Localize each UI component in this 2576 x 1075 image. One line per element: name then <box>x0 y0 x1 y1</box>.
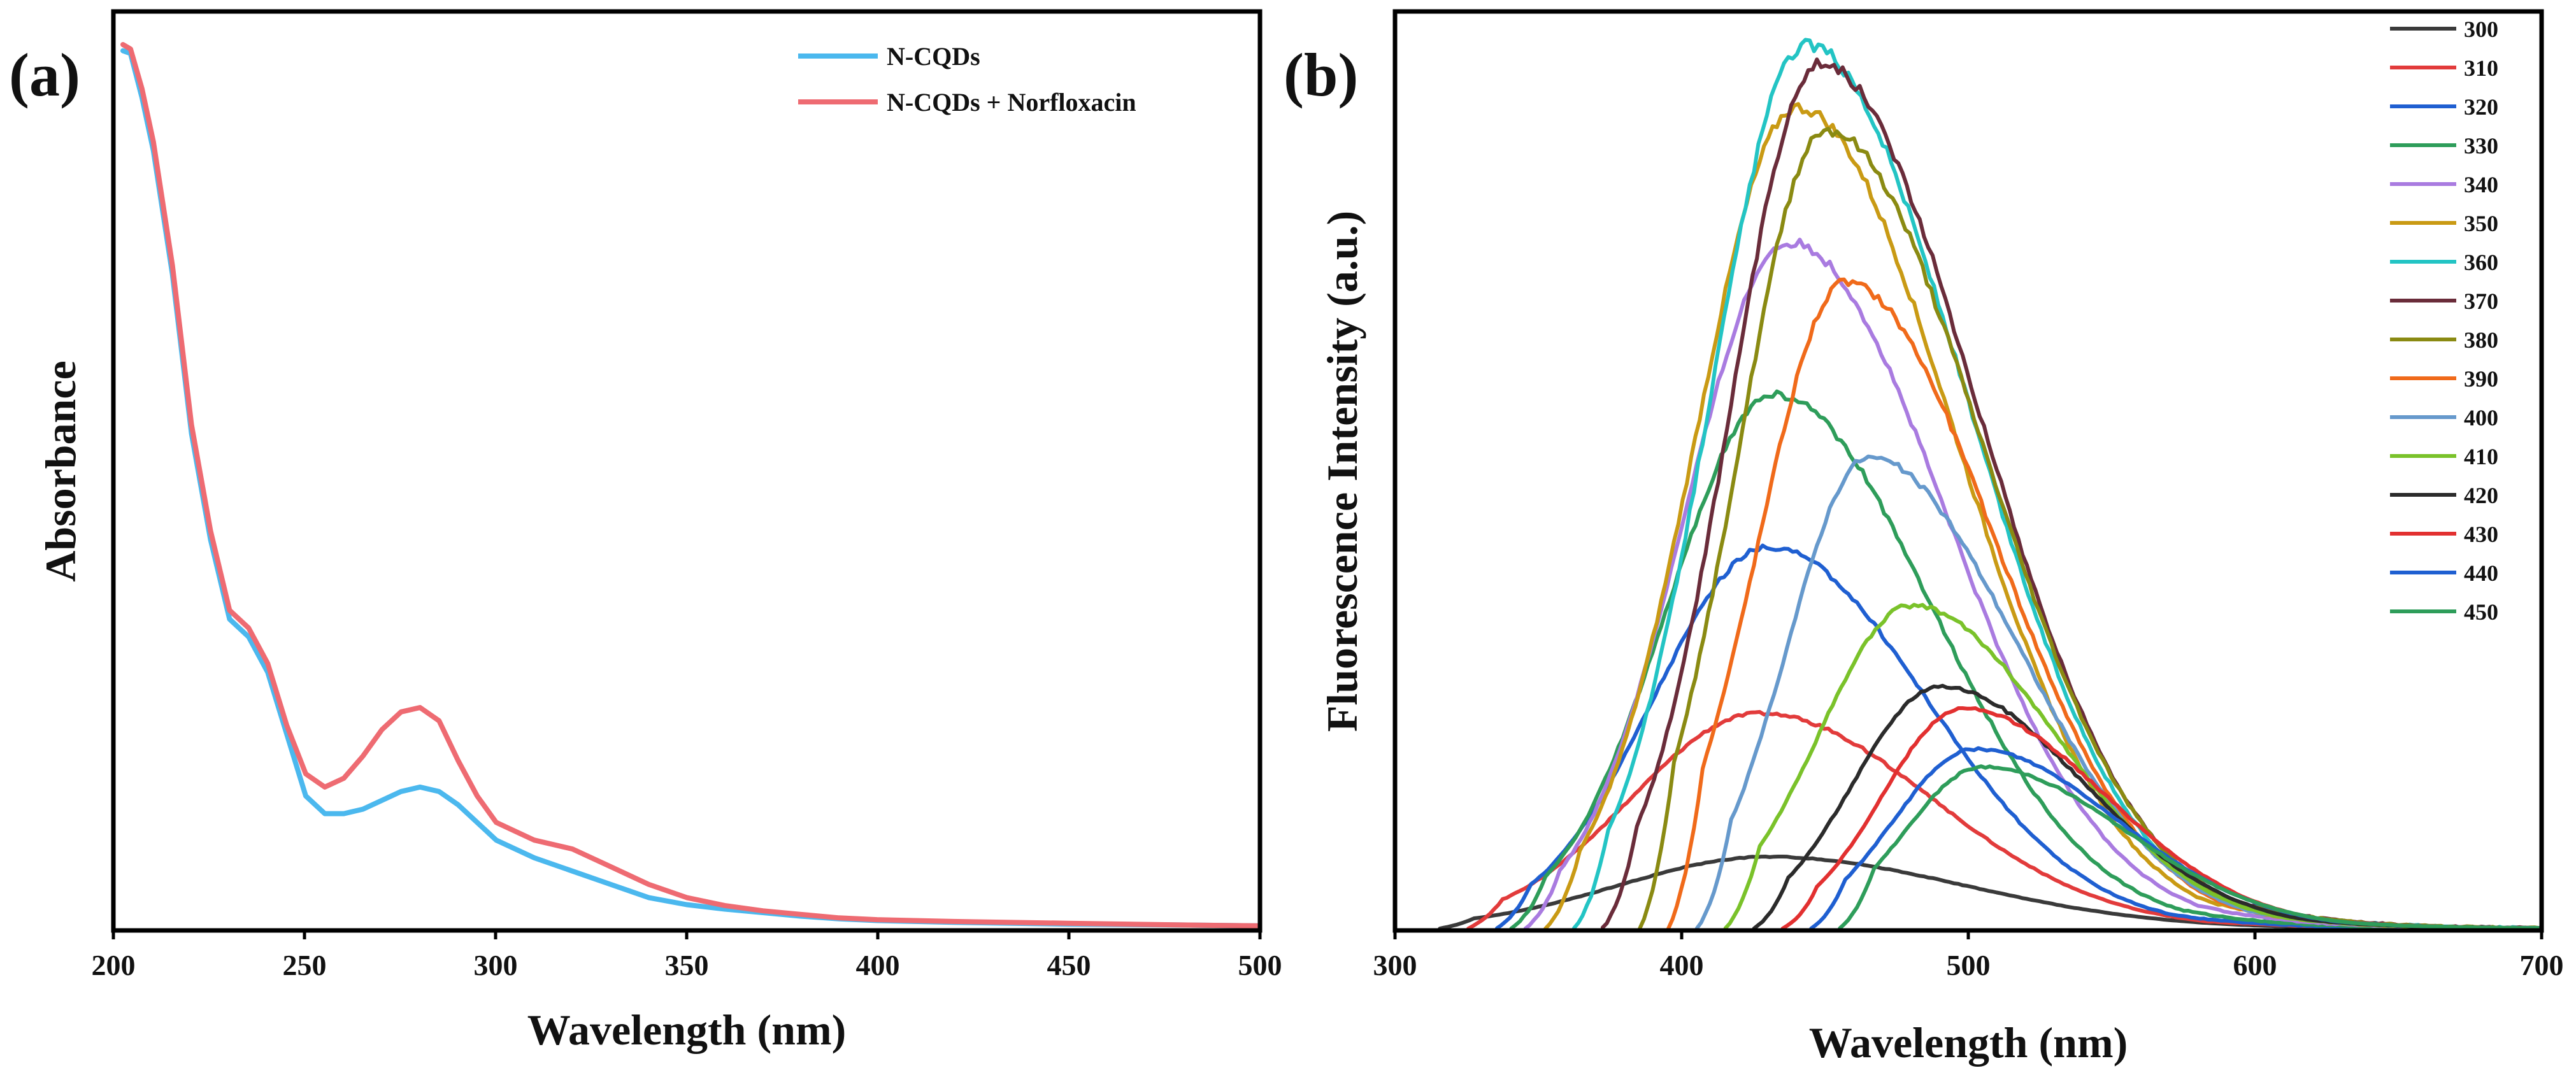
panel-a-x-tick-label: 500 <box>1238 949 1282 981</box>
panel-b-legend-label-410: 410 <box>2464 444 2498 469</box>
panel-a-x-tick-label: 450 <box>1047 949 1091 981</box>
panel-a-x-ticks: 200 250 300 350 400 450 500 <box>92 930 1282 981</box>
panel-b-legend-label-370: 370 <box>2464 288 2498 314</box>
panel-a-legend-label-1: N-CQDs <box>887 42 980 71</box>
panel-b-legend-label-340: 340 <box>2464 172 2498 197</box>
panel-a-x-axis-title: Wavelength (nm) <box>527 1006 847 1054</box>
panel-b-legend-label-390: 390 <box>2464 366 2498 392</box>
panel-b-label: (b) <box>1284 41 1358 109</box>
panel-b-legend: 300 310 320 330 340 350 360 370 380 390 400 410 420 4… <box>2390 17 2498 625</box>
panel-b-series-group <box>1438 38 2542 930</box>
panel-b-legend-label-450: 450 <box>2464 599 2498 625</box>
panel-b-legend-label-440: 440 <box>2464 560 2498 586</box>
panel-a-legend-label-2: N-CQDs + Norfloxacin <box>887 88 1136 117</box>
panel-a-absorbance-chart: (a) 200 250 300 350 400 450 500 N-CQDs N-CQDs +… <box>9 9 1282 1054</box>
panel-b-legend-label-380: 380 <box>2464 327 2498 353</box>
panel-a-y-axis-title: Absorbance <box>36 360 85 582</box>
panel-b-legend-label-420: 420 <box>2464 483 2498 508</box>
panel-b-legend-label-400: 400 <box>2464 405 2498 431</box>
panel-b-x-ticks: 300 400 500 600 700 <box>1373 930 2564 981</box>
panel-a-label: (a) <box>9 41 80 109</box>
panel-b-x-tick-label: 300 <box>1373 949 1417 981</box>
panel-b-x-axis-title: Wavelength (nm) <box>1809 1018 2128 1067</box>
panel-b-x-tick-label: 600 <box>2233 949 2277 981</box>
panel-b-legend-label-330: 330 <box>2464 133 2498 159</box>
panel-b-legend-label-360: 360 <box>2464 250 2498 275</box>
panel-a-series-group <box>120 42 1261 929</box>
panel-b-fluorescence-chart: (b) 300 400 500 600 700 300 310 320 330 340 350 36… <box>1284 9 2564 1067</box>
panel-b-legend-label-300: 300 <box>2464 17 2498 42</box>
panel-b-legend-label-320: 320 <box>2464 94 2498 120</box>
panel-a-series-line-2 <box>120 42 1261 929</box>
panel-a-x-tick-label: 250 <box>283 949 327 981</box>
panel-a-legend: N-CQDs N-CQDs + Norfloxacin <box>798 42 1136 117</box>
panel-b-legend-label-430: 430 <box>2464 522 2498 547</box>
panel-b-x-tick-label: 400 <box>1660 949 1704 981</box>
panel-b-x-tick-label: 500 <box>1947 949 1991 981</box>
panel-a-x-tick-label: 300 <box>474 949 518 981</box>
panel-a-x-tick-label: 400 <box>856 949 900 981</box>
panel-b-y-axis-title: Fluorescence Intensity (a.u.) <box>1318 211 1366 732</box>
panel-b-series-line-450 <box>1838 764 2540 930</box>
panel-b-legend-label-350: 350 <box>2464 211 2498 236</box>
panel-a-x-tick-label: 350 <box>665 949 709 981</box>
panel-b-x-tick-label: 700 <box>2520 949 2564 981</box>
panel-a-x-tick-label: 200 <box>92 949 136 981</box>
panel-b-legend-label-310: 310 <box>2464 55 2498 81</box>
